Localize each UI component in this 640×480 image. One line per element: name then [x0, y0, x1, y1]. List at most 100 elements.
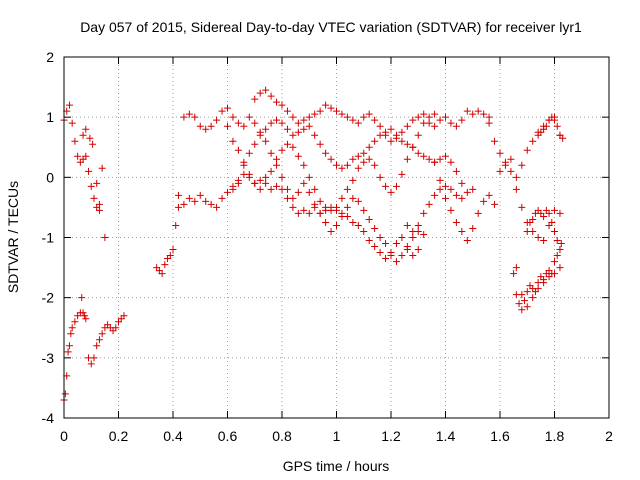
data-point-sat-i	[262, 125, 270, 133]
data-point-sat-g	[305, 113, 313, 121]
data-point-sat-e	[174, 191, 182, 199]
data-point-sat-o	[556, 264, 564, 272]
data-point-sat-h	[294, 152, 302, 160]
data-point-sat-k	[436, 176, 444, 184]
data-point-sat-j	[289, 194, 297, 202]
data-point-sat-h	[251, 179, 259, 187]
data-point-sat-h	[365, 155, 373, 163]
data-point-sat-i	[371, 137, 379, 145]
data-point-sat-p	[551, 258, 558, 266]
data-point-sat-g	[300, 116, 308, 124]
data-point-sat-a	[85, 167, 93, 175]
data-point-sat-p	[534, 279, 542, 287]
data-point-sat-g	[463, 107, 471, 115]
data-point-sat-g	[289, 113, 297, 121]
data-point-sat-q	[553, 237, 561, 245]
data-point-sat-f	[365, 237, 373, 245]
data-point-sat-g	[311, 110, 319, 118]
data-point-sat-c	[71, 318, 79, 326]
data-point-sat-k	[458, 227, 466, 235]
data-point-sat-b	[86, 134, 94, 142]
data-point-sat-g	[452, 122, 460, 130]
data-point-sat-d	[90, 354, 98, 362]
data-point-sat-i	[300, 125, 308, 133]
data-point-sat-g	[403, 122, 411, 130]
data-point-sat-g	[202, 125, 210, 133]
data-point-sat-g	[251, 95, 259, 103]
data-point-sat-h	[289, 143, 297, 151]
data-point-sat-g	[371, 116, 379, 124]
data-point-sat-i	[267, 119, 275, 127]
data-point-sat-o	[523, 303, 531, 311]
data-point-sat-q	[551, 227, 558, 235]
data-point-sat-f	[224, 188, 231, 196]
data-point-sat-g	[316, 107, 324, 115]
y-tick-label: -1	[42, 230, 55, 246]
data-point-sat-i	[333, 161, 340, 169]
data-point-sat-p	[548, 270, 556, 278]
data-point-sat-e	[158, 270, 166, 278]
data-point-sat-a	[98, 164, 106, 172]
data-point-sat-k	[480, 197, 488, 205]
data-point-sat-i	[311, 131, 319, 139]
data-point-sat-f	[294, 209, 302, 217]
data-point-sat-i	[452, 167, 460, 175]
data-point-sat-f	[213, 203, 221, 211]
data-point-sat-k	[491, 200, 499, 208]
data-point-sat-d	[93, 342, 101, 350]
data-point-sat-n	[496, 167, 504, 175]
data-point-sat-g	[485, 113, 493, 121]
data-point-sat-g	[191, 113, 199, 121]
data-point-sat-i	[398, 137, 406, 145]
data-point-sat-m	[518, 161, 526, 169]
data-point-sat-c	[68, 324, 76, 332]
data-point-sat-g	[196, 122, 204, 130]
data-point-sat-h	[333, 203, 340, 211]
data-point-sat-j	[365, 215, 373, 223]
data-point-sat-g	[213, 116, 221, 124]
data-point-sat-h	[431, 110, 439, 118]
data-point-sat-j	[262, 137, 270, 145]
data-point-sat-f	[218, 194, 226, 202]
data-point-sat-i	[343, 161, 351, 169]
data-point-sat-m	[485, 119, 493, 127]
data-point-sat-f	[256, 176, 264, 184]
tick-labels: 0 0.2 0.4 0.6 0.8 1 1.2 1.4 1.6 1.8 2 -4 -3 -2 -1 0 1 2	[42, 49, 614, 444]
data-point-sat-q	[548, 218, 556, 226]
y-tick-label: -2	[42, 290, 55, 306]
data-point-sat-i	[251, 140, 259, 148]
data-point-sat-h	[392, 182, 400, 190]
data-point-sat-f	[196, 191, 204, 199]
data-point-sat-g	[267, 92, 275, 100]
data-point-sat-c	[65, 342, 73, 350]
data-point-sat-f	[300, 206, 308, 214]
data-point-sat-i	[420, 152, 428, 160]
data-point-sat-g	[376, 122, 384, 130]
data-point-sat-n	[501, 161, 509, 169]
data-point-sat-g	[338, 110, 346, 118]
data-point-sat-r	[542, 122, 550, 130]
data-point-sat-j	[382, 240, 390, 248]
data-point-sat-m	[496, 149, 504, 157]
data-point-sat-j	[376, 234, 384, 241]
data-point-sat-p	[510, 270, 518, 278]
data-point-sat-c	[80, 312, 88, 320]
data-point-sat-n	[512, 185, 520, 193]
data-point-sat-g	[414, 113, 422, 121]
data-point-sat-n	[518, 203, 526, 211]
data-point-sat-i	[458, 179, 466, 187]
data-point-sat-g	[420, 110, 428, 118]
data-point-sat-d	[112, 324, 120, 332]
data-point-sat-i	[354, 152, 362, 160]
data-point-sat-g	[333, 107, 340, 115]
data-point-sat-j	[311, 200, 319, 208]
data-point-sat-j	[322, 218, 330, 226]
data-point-sat-i	[409, 143, 417, 151]
x-tick-label: 1.4	[436, 428, 456, 444]
data-point-sat-j	[283, 185, 291, 193]
y-axis-title: SDTVAR / TECUs	[5, 181, 21, 293]
data-point-sat-h	[349, 176, 357, 184]
x-tick-label: 0.2	[109, 428, 129, 444]
data-point-sat-j	[354, 197, 362, 205]
data-point-sat-h	[354, 164, 362, 172]
